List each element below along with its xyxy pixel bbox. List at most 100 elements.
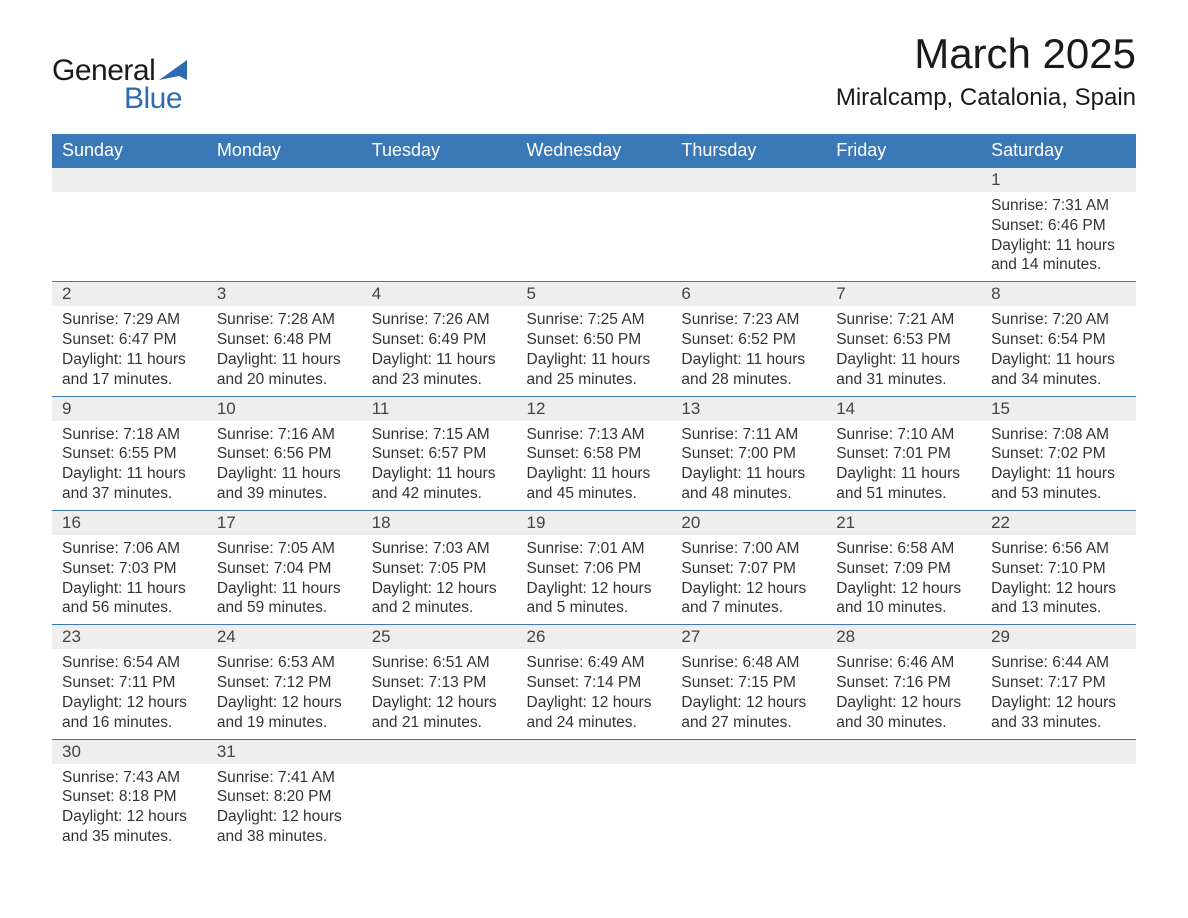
- sunset-text: Sunset: 7:00 PM: [681, 444, 816, 464]
- day-info-cell: [826, 192, 981, 282]
- sunset-text: Sunset: 6:52 PM: [681, 330, 816, 350]
- day-number-cell: 12: [517, 396, 672, 421]
- dl1-text: Daylight: 11 hours: [527, 464, 662, 484]
- day-number: 10: [217, 399, 236, 418]
- dl1-text: Daylight: 11 hours: [527, 350, 662, 370]
- day-info-row: Sunrise: 6:54 AMSunset: 7:11 PMDaylight:…: [52, 649, 1136, 739]
- day-number: 2: [62, 284, 71, 303]
- sunrise-text: Sunrise: 6:46 AM: [836, 653, 971, 673]
- dl1-text: Daylight: 12 hours: [62, 693, 197, 713]
- sunset-text: Sunset: 7:07 PM: [681, 559, 816, 579]
- sunrise-text: Sunrise: 7:41 AM: [217, 768, 352, 788]
- day-number-cell: 31: [207, 739, 362, 764]
- day-info-cell: Sunrise: 7:41 AMSunset: 8:20 PMDaylight:…: [207, 764, 362, 853]
- day-info-cell: Sunrise: 6:54 AMSunset: 7:11 PMDaylight:…: [52, 649, 207, 739]
- sunset-text: Sunset: 6:47 PM: [62, 330, 197, 350]
- dl2-text: and 25 minutes.: [527, 370, 662, 390]
- sunrise-text: Sunrise: 7:15 AM: [372, 425, 507, 445]
- day-number-cell: 15: [981, 396, 1136, 421]
- day-number-cell: [981, 739, 1136, 764]
- dl1-text: Daylight: 12 hours: [681, 693, 816, 713]
- sunrise-text: Sunrise: 6:56 AM: [991, 539, 1126, 559]
- day-info-cell: Sunrise: 6:56 AMSunset: 7:10 PMDaylight:…: [981, 535, 1136, 625]
- dl2-text: and 45 minutes.: [527, 484, 662, 504]
- dl1-text: Daylight: 12 hours: [217, 693, 352, 713]
- day-number: 9: [62, 399, 71, 418]
- day-number-cell: 25: [362, 625, 517, 650]
- dl2-text: and 16 minutes.: [62, 713, 197, 733]
- sunset-text: Sunset: 7:12 PM: [217, 673, 352, 693]
- dl1-text: Daylight: 11 hours: [372, 350, 507, 370]
- day-info-cell: Sunrise: 7:21 AMSunset: 6:53 PMDaylight:…: [826, 306, 981, 396]
- day-info-cell: [52, 192, 207, 282]
- day-number-cell: 20: [671, 510, 826, 535]
- dl1-text: Daylight: 11 hours: [217, 464, 352, 484]
- day-number-cell: 27: [671, 625, 826, 650]
- dl1-text: Daylight: 12 hours: [681, 579, 816, 599]
- day-number: 24: [217, 627, 236, 646]
- day-info-cell: Sunrise: 7:01 AMSunset: 7:06 PMDaylight:…: [517, 535, 672, 625]
- day-number-row: 1: [52, 168, 1136, 193]
- sunrise-text: Sunrise: 6:51 AM: [372, 653, 507, 673]
- dl1-text: Daylight: 11 hours: [836, 350, 971, 370]
- day-info-row: Sunrise: 7:29 AMSunset: 6:47 PMDaylight:…: [52, 306, 1136, 396]
- dl1-text: Daylight: 11 hours: [62, 579, 197, 599]
- dl2-text: and 35 minutes.: [62, 827, 197, 847]
- dl2-text: and 33 minutes.: [991, 713, 1126, 733]
- day-number-cell: 28: [826, 625, 981, 650]
- sunset-text: Sunset: 7:05 PM: [372, 559, 507, 579]
- dl2-text: and 14 minutes.: [991, 255, 1126, 275]
- day-info-cell: Sunrise: 7:26 AMSunset: 6:49 PMDaylight:…: [362, 306, 517, 396]
- day-info-cell: Sunrise: 7:15 AMSunset: 6:57 PMDaylight:…: [362, 421, 517, 511]
- sunrise-text: Sunrise: 7:18 AM: [62, 425, 197, 445]
- day-number-cell: [671, 739, 826, 764]
- day-number: 1: [991, 170, 1000, 189]
- day-number-cell: 3: [207, 282, 362, 307]
- day-number: 29: [991, 627, 1010, 646]
- header: General Blue March 2025 Miralcamp, Catal…: [52, 30, 1136, 116]
- weekday-header-row: Sunday Monday Tuesday Wednesday Thursday…: [52, 134, 1136, 168]
- day-number: 8: [991, 284, 1000, 303]
- dl2-text: and 42 minutes.: [372, 484, 507, 504]
- sunset-text: Sunset: 6:54 PM: [991, 330, 1126, 350]
- sunset-text: Sunset: 7:14 PM: [527, 673, 662, 693]
- day-number: 6: [681, 284, 690, 303]
- dl1-text: Daylight: 12 hours: [991, 693, 1126, 713]
- sunrise-text: Sunrise: 6:54 AM: [62, 653, 197, 673]
- sunrise-text: Sunrise: 7:21 AM: [836, 310, 971, 330]
- day-info-cell: Sunrise: 6:53 AMSunset: 7:12 PMDaylight:…: [207, 649, 362, 739]
- day-info-cell: [207, 192, 362, 282]
- dl2-text: and 56 minutes.: [62, 598, 197, 618]
- day-number: 26: [527, 627, 546, 646]
- sunset-text: Sunset: 8:18 PM: [62, 787, 197, 807]
- day-info-cell: Sunrise: 7:08 AMSunset: 7:02 PMDaylight:…: [981, 421, 1136, 511]
- dl1-text: Daylight: 11 hours: [681, 350, 816, 370]
- day-number-cell: 2: [52, 282, 207, 307]
- day-number-cell: 22: [981, 510, 1136, 535]
- day-number: 19: [527, 513, 546, 532]
- dl2-text: and 24 minutes.: [527, 713, 662, 733]
- dl1-text: Daylight: 11 hours: [372, 464, 507, 484]
- dl1-text: Daylight: 12 hours: [527, 579, 662, 599]
- dl2-text: and 2 minutes.: [372, 598, 507, 618]
- day-number: 23: [62, 627, 81, 646]
- dl2-text: and 19 minutes.: [217, 713, 352, 733]
- day-number-cell: 24: [207, 625, 362, 650]
- dl1-text: Daylight: 11 hours: [62, 464, 197, 484]
- day-number-cell: 21: [826, 510, 981, 535]
- day-number: 14: [836, 399, 855, 418]
- dl1-text: Daylight: 12 hours: [372, 693, 507, 713]
- sunset-text: Sunset: 7:16 PM: [836, 673, 971, 693]
- sunrise-text: Sunrise: 7:03 AM: [372, 539, 507, 559]
- sunrise-text: Sunrise: 7:05 AM: [217, 539, 352, 559]
- sunset-text: Sunset: 6:57 PM: [372, 444, 507, 464]
- day-info-cell: [362, 192, 517, 282]
- sunrise-text: Sunrise: 7:23 AM: [681, 310, 816, 330]
- calendar-table: Sunday Monday Tuesday Wednesday Thursday…: [52, 134, 1136, 853]
- day-number-cell: 5: [517, 282, 672, 307]
- sunset-text: Sunset: 6:55 PM: [62, 444, 197, 464]
- dl2-text: and 51 minutes.: [836, 484, 971, 504]
- day-number: 22: [991, 513, 1010, 532]
- dl2-text: and 17 minutes.: [62, 370, 197, 390]
- sunrise-text: Sunrise: 7:28 AM: [217, 310, 352, 330]
